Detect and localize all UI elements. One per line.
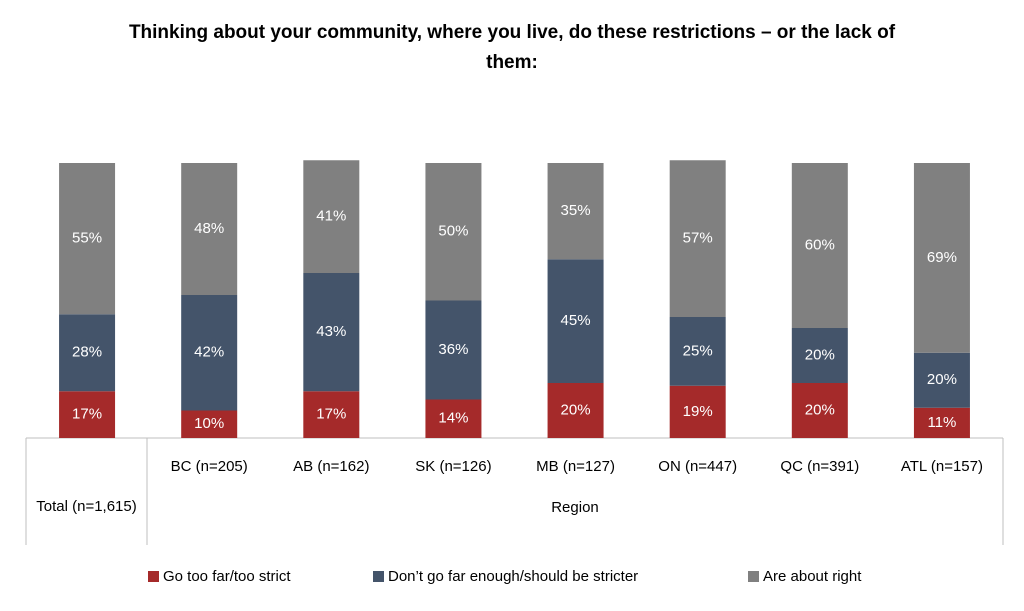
x-tick-label: ATL (n=157) — [901, 458, 983, 475]
bar-segment — [791, 383, 848, 438]
data-label: 14% — [438, 410, 468, 427]
bar-segment — [59, 391, 116, 438]
data-label: 57% — [683, 230, 713, 247]
data-label: 20% — [805, 346, 835, 363]
chart-title: Thinking about your community, where you… — [128, 22, 896, 73]
data-label: 20% — [927, 371, 957, 388]
data-label: 43% — [316, 323, 346, 340]
bar-segment — [669, 160, 726, 317]
x-tick-label: QC (n=391) — [780, 458, 859, 475]
bar-segment — [913, 163, 970, 353]
x-tick-label: AB (n=162) — [293, 458, 369, 475]
data-label: 60% — [805, 236, 835, 253]
data-label: 17% — [72, 406, 102, 423]
bar-segment — [547, 259, 604, 383]
bar-segment — [425, 300, 482, 400]
bar-segment — [181, 163, 238, 295]
bar-segment — [425, 399, 482, 438]
data-label: 69% — [927, 249, 957, 266]
bar-segment — [913, 407, 970, 438]
bar-segment — [791, 163, 848, 328]
data-label: 25% — [683, 342, 713, 359]
x-tick-label: ON (n=447) — [658, 458, 737, 475]
data-label: 50% — [438, 223, 468, 240]
bar-segment — [303, 391, 360, 438]
bar-segment — [669, 385, 726, 438]
data-label: 17% — [316, 406, 346, 423]
data-label: 41% — [316, 208, 346, 225]
legend-swatch — [748, 571, 759, 582]
legend-swatch — [148, 571, 159, 582]
data-label: 36% — [438, 341, 468, 358]
bar-segment — [791, 328, 848, 383]
data-label: 20% — [561, 401, 591, 418]
legend-swatch — [373, 571, 384, 582]
data-label: 42% — [194, 344, 224, 361]
x-tick-label: SK (n=126) — [415, 458, 491, 475]
legend-label: Go too far/too strict — [163, 568, 291, 585]
category-group-label: Region — [551, 499, 599, 516]
bar-segment — [547, 383, 604, 438]
data-label: 48% — [194, 220, 224, 237]
bar-segment — [547, 163, 604, 260]
data-label: 55% — [72, 230, 102, 247]
x-tick-label: Total (n=1,615) — [36, 498, 137, 515]
data-label: 19% — [683, 403, 713, 420]
data-label: 45% — [561, 312, 591, 329]
data-label: 10% — [194, 415, 224, 432]
bar-segment — [425, 163, 482, 301]
bar-segment — [59, 163, 116, 315]
bar-segment — [181, 410, 238, 438]
bar-segment — [303, 273, 360, 392]
x-tick-label: MB (n=127) — [536, 458, 615, 475]
legend-label: Are about right — [763, 568, 862, 585]
bar-segment — [913, 352, 970, 408]
bar-segment — [669, 317, 726, 386]
bar-segment — [303, 160, 360, 273]
bar-segment — [59, 314, 116, 392]
data-label: 11% — [927, 414, 956, 431]
x-tick-label: BC (n=205) — [171, 458, 248, 475]
bar-segment — [181, 295, 238, 411]
data-label: 20% — [805, 401, 835, 418]
legend-label: Don’t go far enough/should be stricter — [388, 568, 638, 585]
data-label: 28% — [72, 344, 102, 361]
data-label: 35% — [561, 202, 591, 219]
